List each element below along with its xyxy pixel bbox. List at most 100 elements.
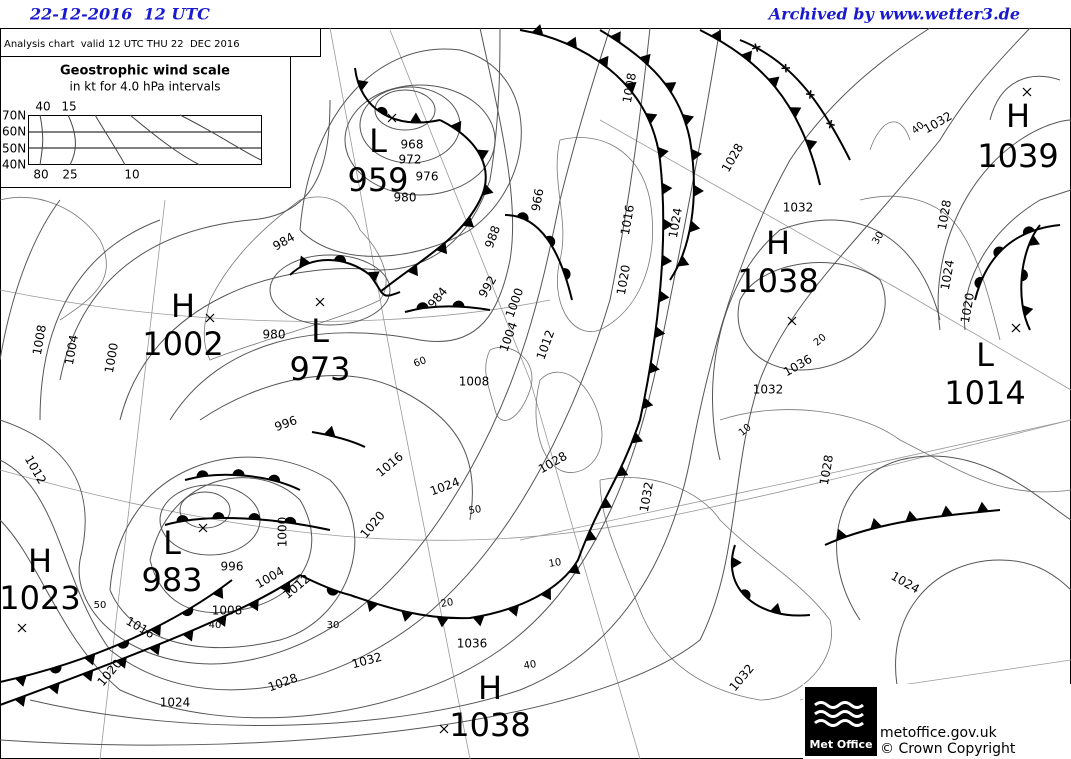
cold-symbol: [663, 218, 674, 231]
isobar-label: 980: [394, 191, 417, 205]
cold-symbol: [789, 107, 802, 118]
wind-label: 30: [327, 620, 340, 631]
warm-symbol: [545, 235, 556, 247]
header-date: 22-12-2016 12 UTC: [29, 5, 210, 24]
isobar-label: 1016: [618, 204, 637, 237]
cold-symbol: [482, 184, 494, 196]
cold-symbol: [450, 120, 462, 133]
wind-scale-title: Geostrophic wind scale: [60, 64, 230, 79]
warm-symbol: [517, 212, 529, 221]
isobar-label: 1008: [212, 604, 243, 618]
wind-scale-subtitle: in kt for 4.0 hPa intervals: [70, 80, 221, 94]
centre-letter: H: [28, 542, 52, 580]
cold-symbol: [691, 148, 703, 161]
cold-symbol: [645, 113, 658, 125]
scale-bottom-label: 80: [33, 168, 48, 182]
cold-symbol: [610, 31, 621, 43]
centre-letter: H: [1006, 97, 1030, 135]
cold-symbol: [616, 465, 629, 477]
front-line: [404, 305, 491, 313]
centre-pressure: 959: [347, 161, 408, 199]
isobar-label: 1028: [817, 454, 836, 487]
cold-symbol: [693, 184, 704, 197]
warm-symbol: [1022, 226, 1035, 235]
cold-symbol: [83, 653, 96, 666]
isobar-label: 1024: [160, 696, 191, 710]
cold-symbol: [150, 624, 161, 637]
front-line: [164, 517, 331, 531]
scale-curves: [39, 114, 262, 166]
cold-symbol: [642, 397, 654, 410]
centre-letter: H: [766, 224, 790, 262]
scale-bottom-label: 10: [124, 168, 139, 182]
latitude-label: 50N: [2, 142, 26, 156]
front-line: [599, 29, 695, 281]
centre-pressure: 973: [289, 350, 350, 388]
wind-label: 20: [440, 597, 454, 610]
cold-symbol: [805, 139, 818, 151]
centre-cross: [1011, 323, 1021, 333]
scale-frame: [28, 115, 262, 165]
isobar-label: 1000: [276, 517, 290, 548]
cold-symbol: [48, 682, 60, 695]
cold-symbol: [14, 695, 26, 707]
isobar-label: 1032: [753, 383, 784, 397]
centre-letter: H: [171, 287, 195, 325]
centre-pressure: 1038: [737, 262, 818, 300]
cold-symbol: [976, 501, 989, 513]
cold-symbol: [507, 605, 519, 617]
front-line: [0, 579, 233, 683]
wind-label: 60: [412, 355, 428, 370]
scale-top-label: 15: [61, 100, 76, 114]
warm-symbol: [268, 474, 281, 483]
cold-symbol: [248, 599, 259, 612]
warm-symbol: [196, 470, 209, 478]
cold-symbol: [905, 510, 918, 522]
cold-symbol: [115, 657, 127, 669]
isobar-label: 968: [401, 138, 424, 152]
centre-pressure: 1014: [944, 374, 1025, 412]
isobar-label: 966: [529, 187, 547, 212]
cold-symbol: [836, 528, 848, 541]
centre-pressure: 1038: [449, 706, 530, 744]
wind-scale: Geostrophic wind scale in kt for 4.0 hPa…: [0, 56, 291, 188]
centre-letter: L: [369, 122, 387, 160]
cold-symbol: [741, 50, 753, 63]
centre-pressure: 983: [141, 561, 202, 599]
cold-symbol: [1022, 305, 1034, 317]
isobar-label: 980: [263, 328, 286, 342]
latitude-label: 40N: [2, 158, 26, 172]
warm-symbol: [416, 302, 429, 310]
warm-symbol: [284, 516, 297, 524]
latitude-label: 70N: [2, 109, 26, 123]
cold-symbol: [212, 587, 224, 599]
centre-cross: [787, 316, 797, 326]
centre-pressure: 1023: [0, 579, 81, 617]
cold-symbol: [366, 600, 379, 612]
logo-waves: [814, 701, 864, 727]
centre-pressure: 1002: [142, 325, 223, 363]
front-line: [974, 224, 1061, 301]
isobar-label: 1008: [30, 324, 49, 357]
warm-symbol: [334, 255, 346, 263]
front-line: [699, 29, 821, 186]
centre-cross: [205, 313, 215, 323]
cold-symbol: [677, 255, 690, 267]
cold-symbol: [299, 255, 311, 268]
warm-symbol: [182, 607, 194, 617]
isobar-label: 1008: [459, 375, 490, 389]
wind-label: 50: [468, 504, 482, 517]
warm-symbol: [376, 106, 388, 117]
isobar-label: 976: [416, 170, 439, 184]
footer: Met Office metoffice.gov.uk © Crown Copy…: [803, 684, 1071, 759]
stationary-symbol: [752, 43, 761, 52]
latitude-label: 60N: [2, 125, 26, 139]
cold-symbol: [215, 615, 227, 627]
cold-symbol: [1028, 234, 1040, 246]
cold-symbol: [566, 36, 577, 49]
footer-copyright: © Crown Copyright: [880, 741, 1016, 757]
cold-symbol: [585, 529, 597, 542]
cold-symbol: [625, 81, 637, 93]
cold-symbol: [149, 643, 161, 656]
cold-symbol: [568, 563, 581, 575]
